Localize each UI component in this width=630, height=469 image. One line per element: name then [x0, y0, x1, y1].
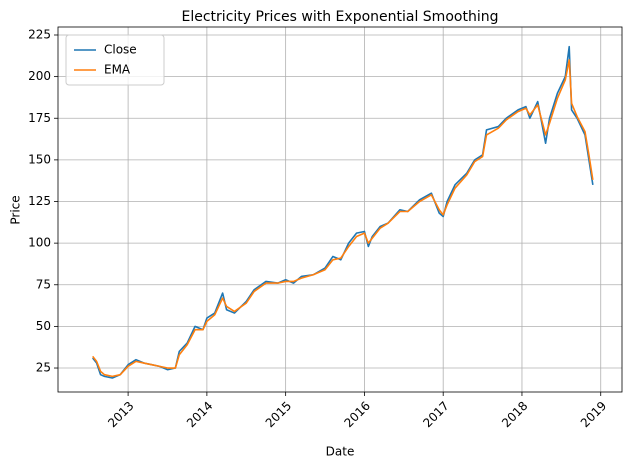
x-axis-label: Date	[326, 445, 355, 459]
y-tick-label: 75	[36, 277, 51, 291]
x-tick-label: 2014	[184, 399, 215, 430]
y-tick-label: 25	[36, 361, 51, 375]
y-tick-label: 175	[28, 111, 51, 125]
y-tick-label: 100	[28, 236, 51, 250]
x-tick-label: 2015	[263, 399, 294, 430]
legend-label: Close	[104, 43, 137, 57]
x-tick-label: 2019	[578, 399, 609, 430]
y-tick-label: 125	[28, 194, 51, 208]
x-tick-label: 2013	[105, 399, 136, 430]
line-series	[92, 59, 594, 378]
line-series	[92, 45, 594, 379]
y-tick-label: 225	[28, 27, 51, 41]
y-tick-label: 200	[28, 69, 51, 83]
legend-label: EMA	[104, 63, 131, 77]
chart-title: Electricity Prices with Exponential Smoo…	[182, 9, 499, 25]
x-tick-label: 2016	[342, 399, 373, 430]
x-tick-label: 2017	[420, 399, 451, 430]
legend-box	[65, 34, 165, 86]
y-axis-label: Price	[9, 195, 23, 224]
y-tick-label: 150	[28, 152, 51, 166]
y-tick-label: 50	[36, 319, 51, 333]
x-tick-label: 2018	[499, 399, 530, 430]
plot-frame	[57, 26, 623, 393]
